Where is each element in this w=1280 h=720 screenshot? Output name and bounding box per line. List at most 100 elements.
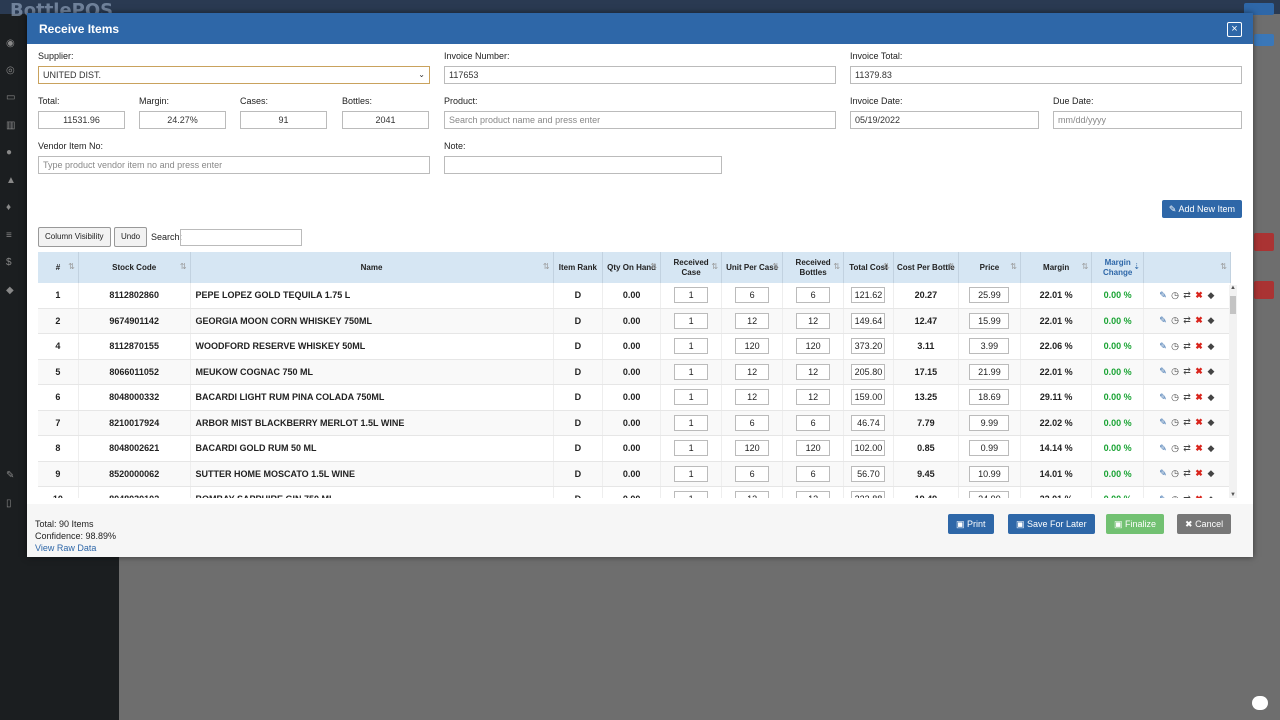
- search-input[interactable]: [180, 229, 302, 246]
- col-item-rank[interactable]: Item Rank: [553, 252, 604, 283]
- tag-icon[interactable]: ◆: [1207, 391, 1215, 402]
- received-case-input[interactable]: 1: [674, 465, 709, 482]
- tag-icon[interactable]: ◆: [1207, 340, 1215, 351]
- delete-icon[interactable]: ✖: [1195, 340, 1203, 351]
- clock-icon[interactable]: ◷: [1171, 468, 1179, 479]
- edit-icon[interactable]: ✎: [1159, 289, 1167, 300]
- tag-icon[interactable]: ◆: [1207, 289, 1215, 300]
- col-number[interactable]: # ⇅: [38, 252, 79, 283]
- total-cost-input[interactable]: 233.88: [851, 491, 886, 498]
- edit-icon[interactable]: ✎: [1159, 391, 1167, 402]
- unit-per-case-input[interactable]: 12: [735, 363, 770, 380]
- delete-icon[interactable]: ✖: [1195, 442, 1203, 453]
- edit-icon[interactable]: ✎: [1159, 468, 1167, 479]
- total-cost-input[interactable]: 121.62: [851, 287, 886, 304]
- total-cost-input[interactable]: 159.00: [851, 389, 886, 406]
- total-cost-input[interactable]: 46.74: [851, 414, 886, 431]
- price-input[interactable]: 9.99: [969, 414, 1010, 431]
- received-bottles-input[interactable]: 6: [796, 414, 831, 431]
- clock-icon[interactable]: ◷: [1171, 417, 1179, 428]
- swap-icon[interactable]: ⇄: [1183, 289, 1191, 300]
- received-case-input[interactable]: 1: [674, 440, 709, 457]
- col-stock-code[interactable]: Stock Code ⇅: [78, 252, 191, 283]
- total-cost-input[interactable]: 149.64: [851, 312, 886, 329]
- received-bottles-input[interactable]: 6: [796, 465, 831, 482]
- edit-icon[interactable]: ✎: [1159, 340, 1167, 351]
- received-case-input[interactable]: 1: [674, 338, 709, 355]
- received-case-input[interactable]: 1: [674, 363, 709, 380]
- note-input[interactable]: [444, 156, 722, 174]
- unit-per-case-input[interactable]: 6: [735, 465, 770, 482]
- col-received-bottles[interactable]: Received Bottles ⇅: [782, 252, 845, 283]
- tag-icon[interactable]: ◆: [1207, 366, 1215, 377]
- delete-icon[interactable]: ✖: [1195, 391, 1203, 402]
- swap-icon[interactable]: ⇄: [1183, 315, 1191, 326]
- received-bottles-input[interactable]: 12: [796, 491, 831, 498]
- supplier-select[interactable]: UNITED DIST. ⌄: [38, 66, 430, 84]
- col-price[interactable]: Price ⇅: [958, 252, 1021, 283]
- received-bottles-input[interactable]: 12: [796, 389, 831, 406]
- col-actions[interactable]: ⇅: [1143, 252, 1231, 283]
- col-total-cost[interactable]: Total Cost ⇅: [843, 252, 894, 283]
- delete-icon[interactable]: ✖: [1195, 289, 1203, 300]
- clock-icon[interactable]: ◷: [1171, 366, 1179, 377]
- price-input[interactable]: 18.69: [969, 389, 1010, 406]
- received-bottles-input[interactable]: 12: [796, 363, 831, 380]
- swap-icon[interactable]: ⇄: [1183, 468, 1191, 479]
- unit-per-case-input[interactable]: 12: [735, 389, 770, 406]
- unit-per-case-input[interactable]: 6: [735, 414, 770, 431]
- delete-icon[interactable]: ✖: [1195, 417, 1203, 428]
- edit-icon[interactable]: ✎: [1159, 315, 1167, 326]
- price-input[interactable]: 15.99: [969, 312, 1010, 329]
- clock-icon[interactable]: ◷: [1171, 340, 1179, 351]
- unit-per-case-input[interactable]: 12: [735, 312, 770, 329]
- swap-icon[interactable]: ⇄: [1183, 442, 1191, 453]
- add-new-item-button[interactable]: ✎ Add New Item: [1161, 200, 1242, 218]
- total-input[interactable]: 11531.96: [38, 111, 125, 129]
- received-bottles-input[interactable]: 120: [796, 440, 831, 457]
- edit-icon[interactable]: ✎: [1159, 366, 1167, 377]
- delete-icon[interactable]: ✖: [1195, 494, 1204, 498]
- col-received-case[interactable]: Received Case ⇅: [660, 252, 723, 283]
- total-cost-input[interactable]: 205.80: [851, 363, 886, 380]
- tag-icon[interactable]: ◆: [1207, 494, 1216, 498]
- due-date-input[interactable]: mm/dd/yyyy: [1053, 111, 1242, 129]
- scroll-down-icon[interactable]: ▼: [1230, 492, 1236, 498]
- clock-icon[interactable]: ◷: [1171, 442, 1179, 453]
- clock-icon[interactable]: ◷: [1171, 494, 1180, 498]
- edit-icon[interactable]: ✎: [1159, 417, 1167, 428]
- scroll-thumb[interactable]: [1230, 296, 1236, 314]
- received-case-input[interactable]: 1: [674, 491, 709, 498]
- delete-icon[interactable]: ✖: [1195, 315, 1203, 326]
- unit-per-case-input[interactable]: 6: [735, 287, 770, 304]
- received-case-input[interactable]: 1: [674, 389, 709, 406]
- invoice-date-input[interactable]: 05/19/2022: [850, 111, 1039, 129]
- tag-icon[interactable]: ◆: [1207, 417, 1215, 428]
- invoice-number-input[interactable]: 117653: [444, 66, 836, 84]
- undo-button[interactable]: Undo: [114, 227, 148, 247]
- unit-per-case-input[interactable]: 12: [735, 491, 770, 498]
- col-margin-change[interactable]: Margin Change ⇣: [1091, 252, 1145, 283]
- received-bottles-input[interactable]: 120: [796, 338, 831, 355]
- received-case-input[interactable]: 1: [674, 414, 709, 431]
- close-icon[interactable]: ×: [1227, 22, 1242, 37]
- swap-icon[interactable]: ⇄: [1183, 340, 1191, 351]
- margin-input[interactable]: 24.27%: [139, 111, 226, 129]
- received-bottles-input[interactable]: 6: [796, 287, 831, 304]
- received-case-input[interactable]: 1: [674, 287, 709, 304]
- col-unit-per-case[interactable]: Unit Per Case ⇅: [721, 252, 784, 283]
- total-cost-input[interactable]: 373.20: [851, 338, 886, 355]
- swap-icon[interactable]: ⇄: [1183, 494, 1192, 498]
- col-name[interactable]: Name ⇅: [190, 252, 554, 283]
- received-case-input[interactable]: 1: [674, 312, 709, 329]
- clock-icon[interactable]: ◷: [1171, 289, 1179, 300]
- received-bottles-input[interactable]: 12: [796, 312, 831, 329]
- unit-per-case-input[interactable]: 120: [735, 338, 770, 355]
- chat-icon[interactable]: [1252, 696, 1268, 710]
- vendor-item-input[interactable]: Type product vendor item no and press en…: [38, 156, 430, 174]
- edit-icon[interactable]: ✎: [1159, 442, 1167, 453]
- tag-icon[interactable]: ◆: [1207, 468, 1215, 479]
- price-input[interactable]: 25.99: [969, 287, 1010, 304]
- print-button[interactable]: ▣ Print: [948, 514, 994, 534]
- tag-icon[interactable]: ◆: [1207, 315, 1215, 326]
